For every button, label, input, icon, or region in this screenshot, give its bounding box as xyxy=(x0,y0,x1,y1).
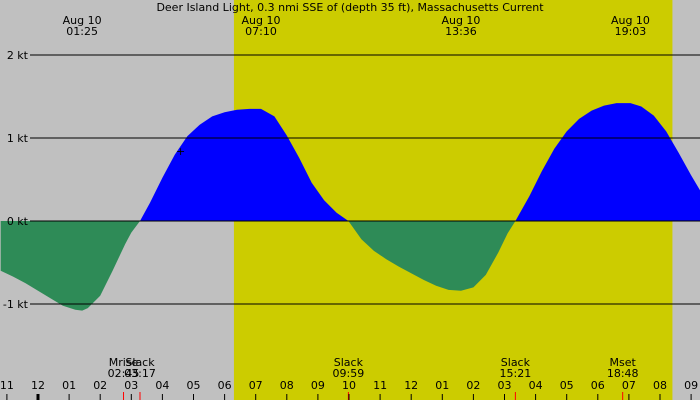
x-tick-label-10: 09 xyxy=(311,379,325,392)
extreme-time-0: 01:25 xyxy=(66,25,98,38)
x-tick-label-6: 05 xyxy=(187,379,201,392)
event-labels-layer: Mrise02:45Slack03:17Slack09:59Slack15:21… xyxy=(108,356,639,400)
x-tick-label-11: 10 xyxy=(342,379,356,392)
x-tick-label-22: 09 xyxy=(684,379,698,392)
flood-area-1 xyxy=(140,108,349,221)
plus-marker: + xyxy=(176,145,185,158)
extreme-time-1: 07:10 xyxy=(245,25,277,38)
event-time-1: 03:17 xyxy=(124,367,156,380)
x-tick-label-3: 02 xyxy=(93,379,107,392)
x-tick-label-1: 12 xyxy=(31,379,45,392)
extreme-date-3: Aug 10 xyxy=(611,14,650,27)
x-tick-label-0: 11 xyxy=(0,379,14,392)
x-tick-label-17: 04 xyxy=(529,379,543,392)
event-label-0: Mrise xyxy=(109,356,139,369)
event-label-4: Mset xyxy=(610,356,637,369)
x-tick-label-9: 08 xyxy=(280,379,294,392)
x-axis-layer: 11 12 01 02 03 04 05 06 07 08 09 10 11 12 01 02 03 04 05 06… xyxy=(0,379,698,400)
x-tick-label-18: 05 xyxy=(560,379,574,392)
current-area-layer xyxy=(0,103,700,311)
x-tick-label-20: 07 xyxy=(622,379,636,392)
extreme-time-3: 19:03 xyxy=(615,25,647,38)
x-tick-label-12: 11 xyxy=(373,379,387,392)
x-tick-label-21: 08 xyxy=(653,379,667,392)
x-tick-label-5: 04 xyxy=(155,379,169,392)
ebb-area-2 xyxy=(348,221,516,291)
event-label-2: Slack xyxy=(334,356,364,369)
extreme-time-2: 13:36 xyxy=(445,25,477,38)
x-tick-label-2: 01 xyxy=(62,379,76,392)
y-tick-label-1: 1 kt xyxy=(7,132,29,145)
x-tick-label-13: 12 xyxy=(404,379,418,392)
event-label-1: Slack xyxy=(125,356,155,369)
x-tick-label-4: 03 xyxy=(124,379,138,392)
ebb-area-0 xyxy=(0,221,141,311)
y-tick-label-3: -1 kt xyxy=(3,298,29,311)
y-tick-label-2: 0 kt xyxy=(7,215,29,228)
event-time-2: 09:59 xyxy=(333,367,365,380)
extreme-date-2: Aug 10 xyxy=(441,14,480,27)
event-time-0: 02:45 xyxy=(108,367,140,380)
x-tick-label-15: 02 xyxy=(466,379,480,392)
x-tick-label-19: 06 xyxy=(591,379,605,392)
x-tick-label-7: 06 xyxy=(218,379,232,392)
x-tick-label-8: 07 xyxy=(249,379,263,392)
extreme-date-1: Aug 10 xyxy=(241,14,280,27)
x-tick-label-16: 03 xyxy=(498,379,512,392)
chart-title: Deer Island Light, 0.3 nmi SSE of (depth… xyxy=(156,1,544,14)
event-time-4: 18:48 xyxy=(607,367,639,380)
flood-area-3 xyxy=(515,103,700,221)
grid-layer: 2 kt 1 kt 0 kt -1 kt xyxy=(3,49,700,311)
x-tick-label-14: 01 xyxy=(435,379,449,392)
event-time-3: 15:21 xyxy=(500,367,532,380)
extreme-date-0: Aug 10 xyxy=(63,14,102,27)
y-tick-label-0: 2 kt xyxy=(7,49,29,62)
event-label-3: Slack xyxy=(501,356,531,369)
